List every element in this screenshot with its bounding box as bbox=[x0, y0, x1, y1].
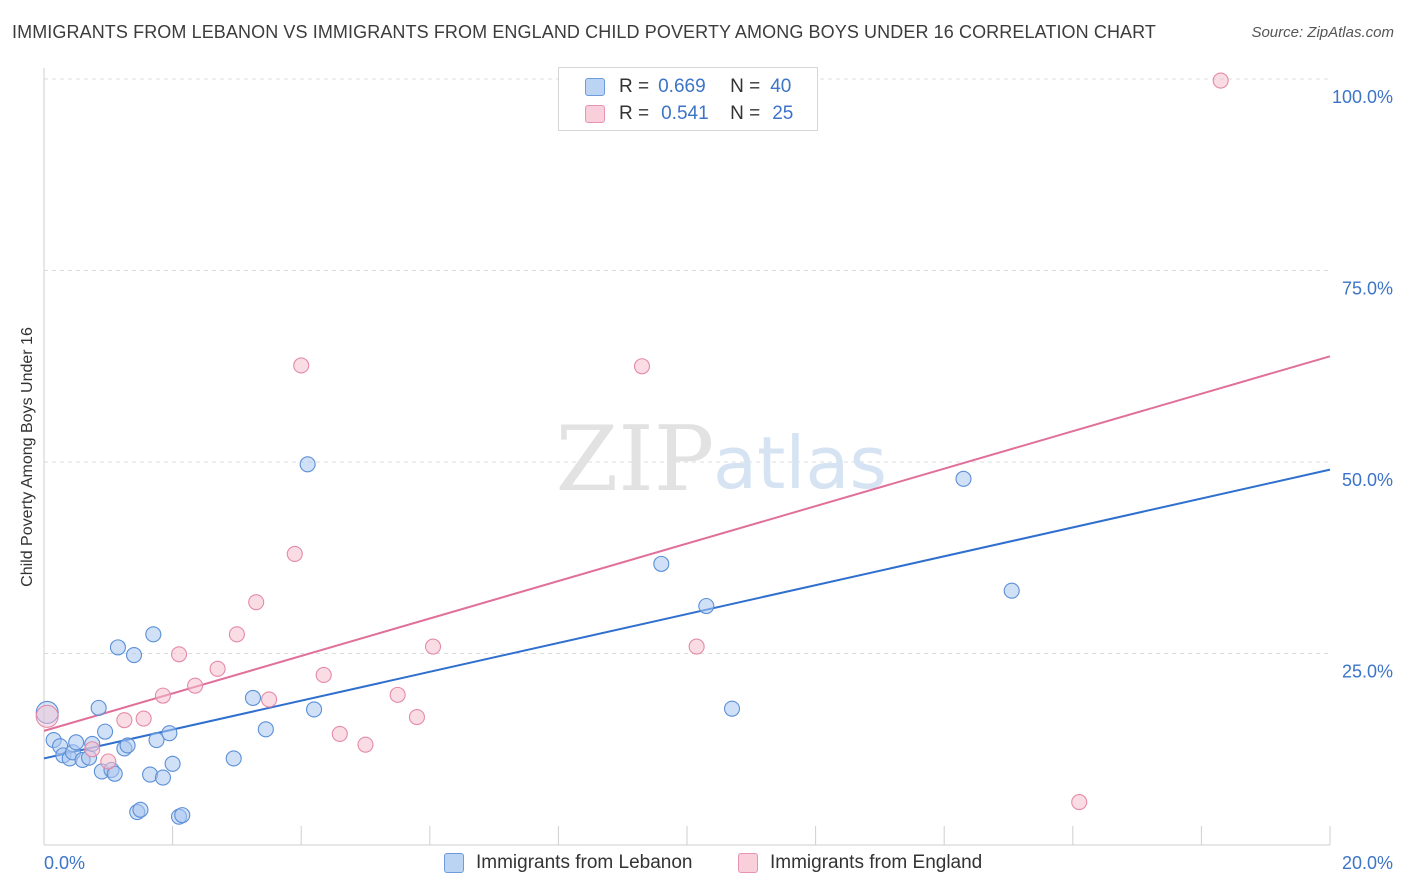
n-value: 40 bbox=[770, 76, 792, 97]
legend-row-england: R = 0.541 N = 25 bbox=[585, 102, 793, 126]
legend-row-lebanon: R = 0.669 N = 40 bbox=[585, 75, 791, 99]
point-lebanon bbox=[174, 807, 191, 824]
point-lebanon bbox=[109, 639, 126, 656]
point-lebanon bbox=[306, 701, 323, 718]
legend-label: Immigrants from England bbox=[770, 852, 983, 873]
legend-stats: R = 0.669 N = 40 R = 0.541 N = 25 bbox=[558, 67, 818, 131]
tick-labels: 25.0% 50.0% 75.0% 100.0% 0.0% 20.0% bbox=[44, 87, 1393, 873]
point-lebanon bbox=[97, 723, 114, 740]
point-england bbox=[228, 626, 245, 643]
x-tick-label: 20.0% bbox=[1342, 853, 1393, 873]
point-england bbox=[408, 709, 425, 726]
point-lebanon bbox=[1003, 582, 1020, 599]
point-england bbox=[154, 687, 172, 704]
r-value: 0.669 bbox=[658, 76, 706, 97]
trendline-lebanon bbox=[43, 468, 1331, 760]
point-england bbox=[286, 545, 303, 562]
point-england bbox=[293, 357, 310, 374]
lebanon-swatch-icon bbox=[444, 853, 464, 873]
point-lebanon bbox=[257, 721, 274, 738]
x-tick-label: 0.0% bbox=[44, 853, 85, 873]
legend-label: Immigrants from Lebanon bbox=[476, 852, 693, 873]
england-swatch-icon bbox=[585, 105, 605, 123]
point-england bbox=[135, 710, 152, 727]
point-england bbox=[187, 677, 204, 694]
point-lebanon bbox=[68, 734, 85, 751]
point-lebanon bbox=[90, 699, 107, 716]
point-lebanon bbox=[161, 725, 178, 742]
r-value: 0.541 bbox=[661, 103, 709, 124]
point-lebanon bbox=[125, 646, 143, 664]
point-england bbox=[688, 638, 705, 655]
source-label: Source: ZipAtlas.com bbox=[1251, 24, 1394, 41]
r-label: R = bbox=[619, 103, 650, 124]
trend-lines bbox=[43, 355, 1331, 760]
point-england bbox=[116, 712, 133, 729]
trendline-england bbox=[43, 355, 1331, 732]
point-england bbox=[170, 646, 188, 663]
point-england bbox=[248, 594, 265, 611]
n-label: N = bbox=[730, 103, 761, 124]
point-lebanon bbox=[145, 626, 162, 643]
point-lebanon bbox=[299, 456, 316, 473]
point-england bbox=[331, 725, 348, 742]
watermark-zip: ZIP bbox=[556, 407, 715, 512]
data-points bbox=[35, 72, 1229, 825]
point-lebanon bbox=[225, 750, 242, 767]
point-england bbox=[389, 686, 406, 703]
point-england bbox=[1212, 72, 1229, 89]
chart-title: IMMIGRANTS FROM LEBANON VS IMMIGRANTS FR… bbox=[12, 22, 1157, 42]
point-england bbox=[633, 358, 651, 375]
point-england bbox=[209, 660, 226, 677]
y-tick-label: 50.0% bbox=[1342, 470, 1393, 490]
y-tick-label: 25.0% bbox=[1342, 662, 1393, 682]
point-lebanon bbox=[164, 755, 181, 772]
point-lebanon bbox=[132, 801, 149, 818]
y-tick-label: 75.0% bbox=[1342, 279, 1393, 299]
y-tick-label: 100.0% bbox=[1332, 87, 1393, 107]
point-england bbox=[1071, 794, 1088, 811]
point-england bbox=[357, 736, 374, 753]
point-lebanon bbox=[955, 470, 972, 487]
point-england bbox=[84, 741, 101, 758]
n-value: 25 bbox=[772, 103, 794, 124]
r-label: R = bbox=[619, 76, 650, 97]
point-lebanon bbox=[698, 597, 715, 615]
legend-series: Immigrants from Lebanon Immigrants from … bbox=[0, 852, 1406, 878]
point-england bbox=[315, 666, 332, 683]
legend-item-england[interactable]: Immigrants from England bbox=[738, 852, 982, 874]
watermark-atlas: atlas bbox=[713, 421, 887, 505]
point-lebanon bbox=[154, 769, 172, 786]
legend-item-lebanon[interactable]: Immigrants from Lebanon bbox=[444, 852, 693, 874]
point-lebanon bbox=[244, 689, 262, 706]
point-lebanon bbox=[148, 732, 165, 749]
england-swatch-icon bbox=[738, 853, 758, 873]
lebanon-swatch-icon bbox=[585, 78, 605, 96]
axes bbox=[43, 68, 1331, 846]
point-england bbox=[35, 704, 59, 728]
point-lebanon bbox=[119, 737, 136, 754]
n-label: N = bbox=[730, 76, 761, 97]
point-england bbox=[260, 691, 278, 708]
point-lebanon bbox=[653, 555, 670, 572]
grid-lines bbox=[44, 78, 1330, 654]
point-lebanon bbox=[723, 700, 741, 717]
point-england bbox=[424, 638, 442, 655]
y-axis-title: Child Poverty Among Boys Under 16 bbox=[19, 327, 36, 587]
point-england bbox=[100, 753, 117, 770]
